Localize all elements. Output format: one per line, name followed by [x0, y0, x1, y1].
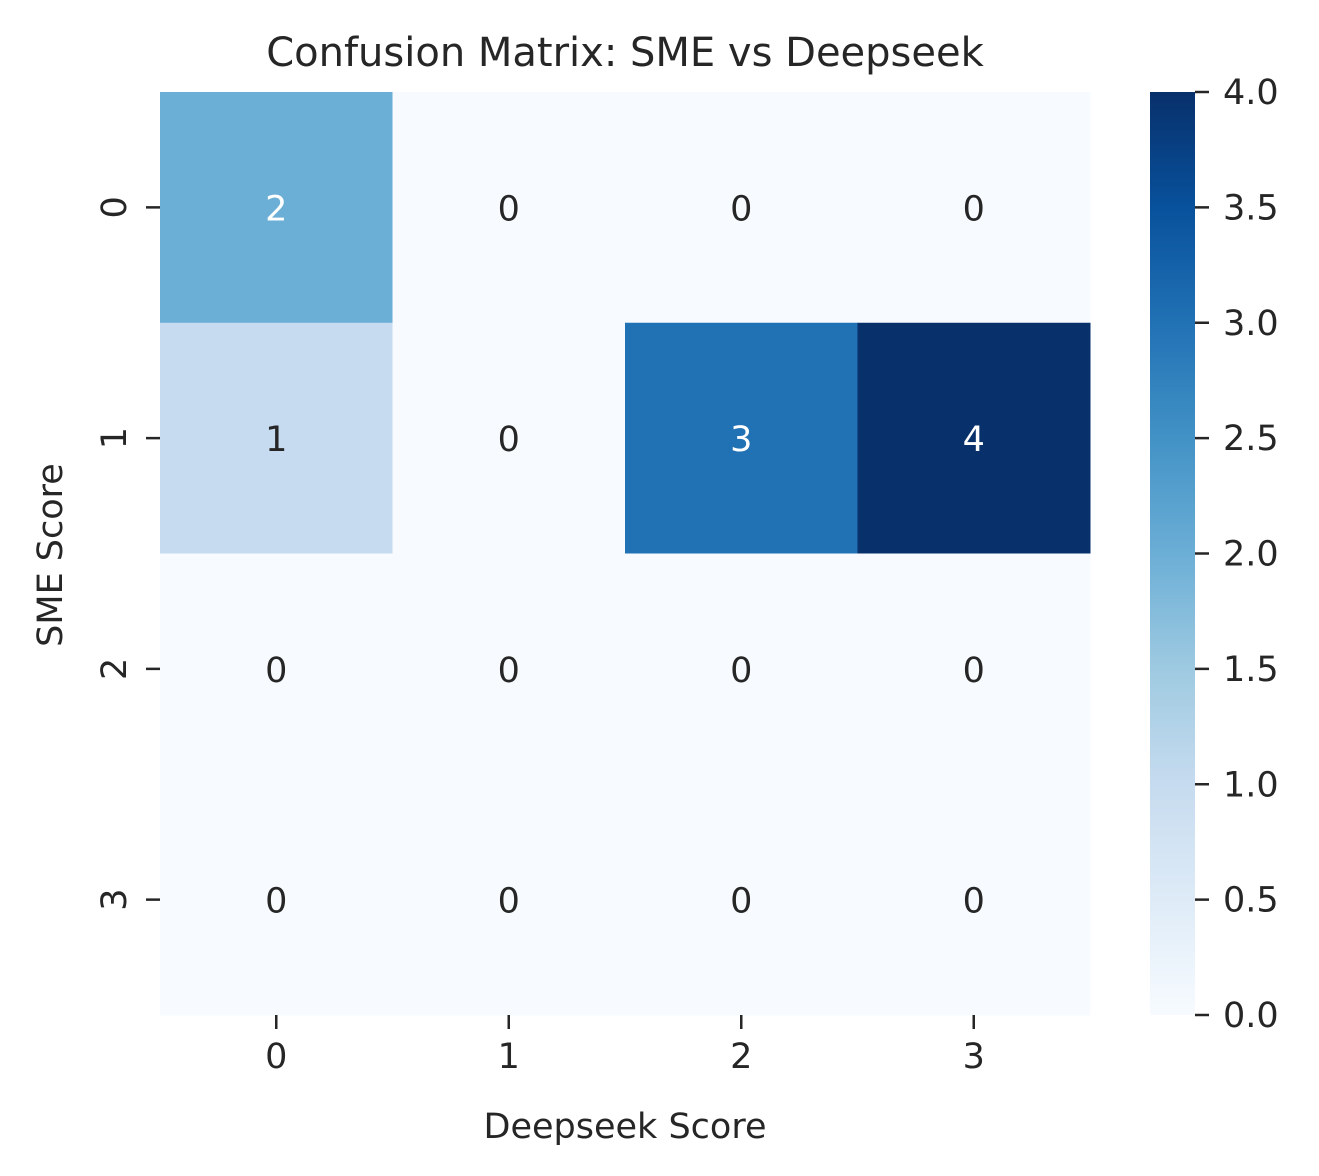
cell-value-label: 0 — [498, 882, 520, 922]
heatmap-cell — [625, 784, 858, 1016]
x-axis: 0 1 2 3 — [265, 1015, 985, 1077]
heatmap-cell — [392, 553, 626, 785]
heatmap-cell — [160, 92, 393, 324]
heatmap-cells — [160, 92, 1091, 1016]
y-tick-label: 2 — [95, 658, 135, 680]
x-axis-label: Deepseek Score — [484, 1107, 767, 1147]
y-tick-label: 3 — [95, 888, 135, 910]
heatmap-cell — [160, 784, 393, 1016]
heatmap-cell — [160, 553, 393, 785]
cell-value-label: 0 — [730, 882, 752, 922]
colorbar-tick-label: 3.5 — [1223, 188, 1279, 228]
cell-value-label: 0 — [963, 651, 985, 691]
y-axis-label: SME Score — [31, 463, 71, 647]
colorbar-axis: 0.0 0.5 1.0 1.5 2.0 2.5 3.0 3.5 4.0 — [1195, 73, 1279, 1036]
colorbar-tick-label: 0.5 — [1223, 881, 1279, 921]
heatmap-cell — [857, 92, 1091, 324]
cell-value-label: 0 — [730, 189, 752, 229]
y-axis: 0 1 2 3 — [95, 196, 160, 911]
heatmap-cell — [160, 322, 393, 554]
colorbar-tick-label: 1.0 — [1223, 765, 1279, 805]
heatmap-cell — [625, 92, 858, 324]
heatmap-annotations: 2 0 0 0 1 0 3 4 0 0 0 0 0 0 0 0 — [265, 189, 985, 921]
y-tick-label: 1 — [95, 427, 135, 449]
heatmap-cell — [392, 322, 626, 554]
colorbar — [1150, 92, 1195, 1015]
heatmap-cell — [857, 322, 1091, 554]
cell-value-label: 2 — [265, 189, 287, 229]
cell-value-label: 1 — [265, 420, 287, 460]
heatmap-cell — [625, 322, 858, 554]
heatmap-cell — [857, 553, 1091, 785]
cell-value-label: 0 — [498, 651, 520, 691]
cell-value-label: 0 — [963, 882, 985, 922]
x-tick-label: 2 — [730, 1037, 752, 1077]
cell-value-label: 4 — [963, 420, 985, 460]
colorbar-tick-label: 2.5 — [1223, 419, 1279, 459]
colorbar-tick-label: 1.5 — [1223, 650, 1279, 690]
chart-title: Confusion Matrix: SME vs Deepseek — [266, 30, 984, 76]
x-tick-label: 1 — [498, 1037, 520, 1077]
colorbar-tick-label: 2.0 — [1223, 535, 1279, 575]
y-tick-label: 0 — [95, 196, 135, 218]
colorbar-tick-label: 3.0 — [1223, 304, 1279, 344]
cell-value-label: 0 — [963, 189, 985, 229]
colorbar-tick-label: 4.0 — [1223, 73, 1279, 113]
cell-value-label: 0 — [265, 882, 287, 922]
cell-value-label: 0 — [498, 420, 520, 460]
heatmap-cell — [625, 553, 858, 785]
cell-value-label: 0 — [265, 651, 287, 691]
heatmap-cell — [857, 784, 1091, 1016]
cell-value-label: 0 — [498, 189, 520, 229]
heatmap-cell — [392, 92, 626, 324]
x-tick-label: 3 — [963, 1037, 985, 1077]
heatmap-cell — [392, 784, 626, 1016]
x-tick-label: 0 — [265, 1037, 287, 1077]
cell-value-label: 0 — [730, 651, 752, 691]
colorbar-tick-label: 0.0 — [1223, 996, 1279, 1036]
cell-value-label: 3 — [730, 420, 752, 460]
